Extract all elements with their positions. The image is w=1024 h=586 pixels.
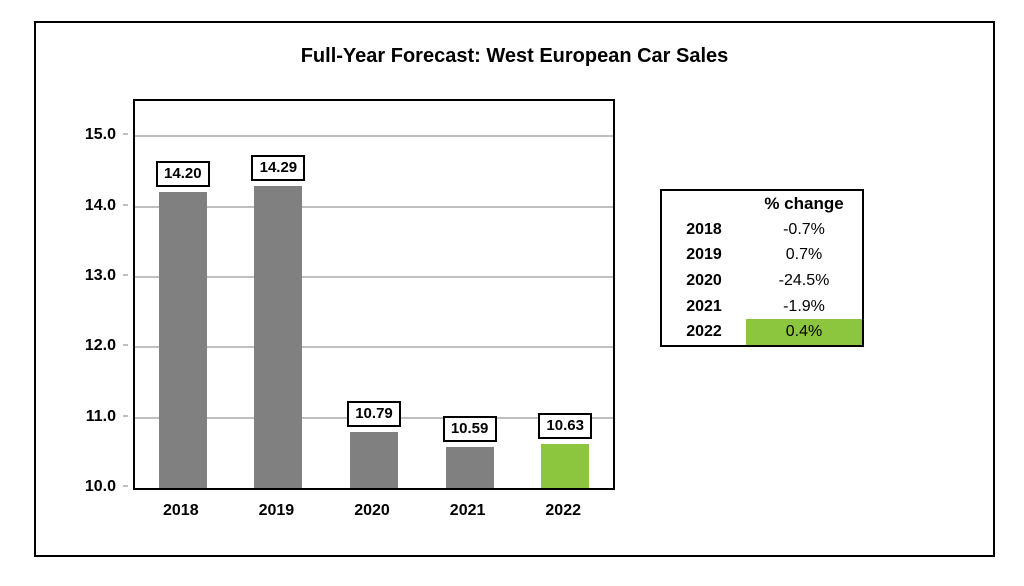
- y-tick-label-11.0: 11.0: [85, 407, 116, 425]
- gridline-13.0: [135, 275, 613, 278]
- table-year-2022: 2022: [686, 323, 722, 341]
- table-row-2021: 2021 -1.9%: [662, 294, 862, 320]
- bar-value-label-2018: 14.20: [155, 161, 210, 188]
- bar-value-label-2021: 10.59: [442, 415, 497, 442]
- bar-2021: [445, 446, 494, 488]
- x-tick-label-2020: 2020: [354, 502, 390, 519]
- y-tick-mark-13.0: [123, 273, 128, 276]
- y-tick-mark-15.0: [123, 133, 128, 136]
- y-tick-mark-10.0: [123, 485, 128, 487]
- table-header-change-label: % change: [764, 193, 844, 213]
- table-change-2021: -1.9%: [783, 297, 825, 315]
- change-table: % change 2018 -0.7% 2019 0.7% 2020 -24.5% 2021…: [660, 189, 864, 347]
- table-row-2018: 2018 -0.7%: [662, 217, 862, 243]
- y-axis: 10.0 11.0 12.0 13.0 14.0 15.0: [36, 99, 128, 495]
- table-row-2019: 2019 0.7%: [662, 242, 862, 268]
- table-change-2020: -24.5%: [778, 271, 830, 289]
- table-header-row: % change: [662, 191, 862, 217]
- bar-2022: [541, 443, 590, 488]
- bar-value-label-2022: 10.63: [538, 412, 593, 439]
- table-change-2022: 0.4%: [746, 319, 862, 346]
- chart-title: Full-Year Forecast: West European Car Sa…: [300, 45, 729, 67]
- gridline-12.0: [135, 346, 613, 349]
- table-row-2022: 2022 0.4%: [662, 319, 862, 346]
- bar-2020: [350, 432, 398, 488]
- table-row-2020: 2020 -24.5%: [662, 268, 862, 294]
- plot-area: 14.20 14.29 10.79 10.59 10.63: [133, 99, 615, 490]
- bar-value-label-2019: 14.29: [251, 155, 306, 182]
- table-change-2019: 0.7%: [785, 246, 823, 264]
- x-tick-label-2021: 2021: [449, 502, 486, 519]
- table-year-2020: 2020: [686, 271, 722, 289]
- x-tick-label-2019: 2019: [258, 502, 295, 519]
- gridline-14.0: [135, 205, 613, 208]
- chart-frame: Full-Year Forecast: West European Car Sa…: [34, 21, 995, 557]
- bar-value-label-2020: 10.79: [347, 401, 401, 428]
- x-tick-label-2022: 2022: [545, 502, 581, 519]
- table-year-2019: 2019: [686, 246, 722, 264]
- y-tick-mark-14.0: [123, 203, 128, 206]
- y-tick-label-13.0: 13.0: [84, 266, 116, 284]
- bar-2018: [158, 192, 207, 488]
- y-tick-mark-12.0: [123, 344, 128, 347]
- x-axis: 2018 2019 2020 2021 2022: [133, 502, 615, 526]
- y-tick-label-10.0: 10.0: [84, 478, 116, 495]
- bar-2019: [254, 186, 303, 488]
- y-tick-label-12.0: 12.0: [84, 337, 116, 355]
- table-change-2018: -0.7%: [783, 220, 825, 238]
- y-tick-label-14.0: 14.0: [84, 196, 116, 214]
- y-tick-mark-11.0: [123, 414, 128, 417]
- gridline-15.0: [135, 135, 613, 138]
- x-tick-label-2018: 2018: [163, 502, 199, 519]
- table-year-2021: 2021: [686, 297, 722, 315]
- y-tick-label-15.0: 15.0: [84, 126, 116, 144]
- table-year-2018: 2018: [686, 220, 722, 238]
